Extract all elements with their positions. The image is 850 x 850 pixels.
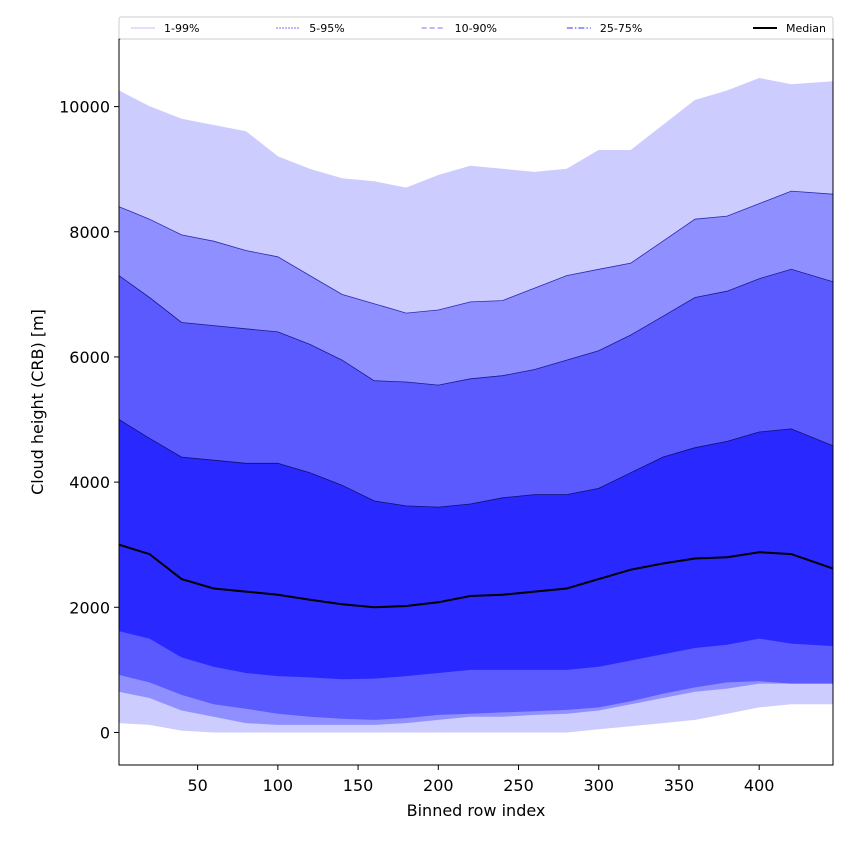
x-tick-label: 400 xyxy=(744,776,775,795)
band-upper-edge-10-90% xyxy=(119,268,833,386)
x-tick-label: 350 xyxy=(664,776,695,795)
x-tick-label: 200 xyxy=(423,776,454,795)
plot-area xyxy=(119,77,833,733)
band-upper-edge-25-75% xyxy=(119,419,833,508)
legend-label: 10-90% xyxy=(455,22,497,35)
legend-label: 5-95% xyxy=(309,22,344,35)
axes: 50 100 150 200 250 300 350 40002000400060008000… xyxy=(59,98,774,795)
y-tick-label: 4000 xyxy=(69,473,110,492)
y-tick-label: 2000 xyxy=(69,598,110,617)
median-line xyxy=(119,543,833,609)
legend-label: Median xyxy=(786,22,826,35)
x-tick-label: 300 xyxy=(583,776,614,795)
band-25-75% xyxy=(119,419,833,680)
y-tick-label: 0 xyxy=(100,723,110,742)
legend-box xyxy=(118,16,834,40)
y-tick-label: 8000 xyxy=(69,223,110,242)
band-upper-edge-5-95% xyxy=(119,190,833,314)
y-tick-label: 10000 xyxy=(59,98,110,117)
legend-label: 25-75% xyxy=(600,22,642,35)
x-tick-label: 250 xyxy=(503,776,534,795)
x-tick-label: 50 xyxy=(187,776,207,795)
legend: 1-99% 5-95% 10-90% 25-75% Median xyxy=(118,16,834,40)
band-upper-edge-1-99% xyxy=(119,77,833,189)
x-tick-label: 100 xyxy=(263,776,294,795)
y-tick-label: 6000 xyxy=(69,348,110,367)
x-tick-label: 150 xyxy=(343,776,374,795)
y-axis-label: Cloud height (CRB) [m] xyxy=(28,309,47,495)
x-axis-label: Binned row index xyxy=(407,801,546,820)
legend-label: 1-99% xyxy=(164,22,199,35)
